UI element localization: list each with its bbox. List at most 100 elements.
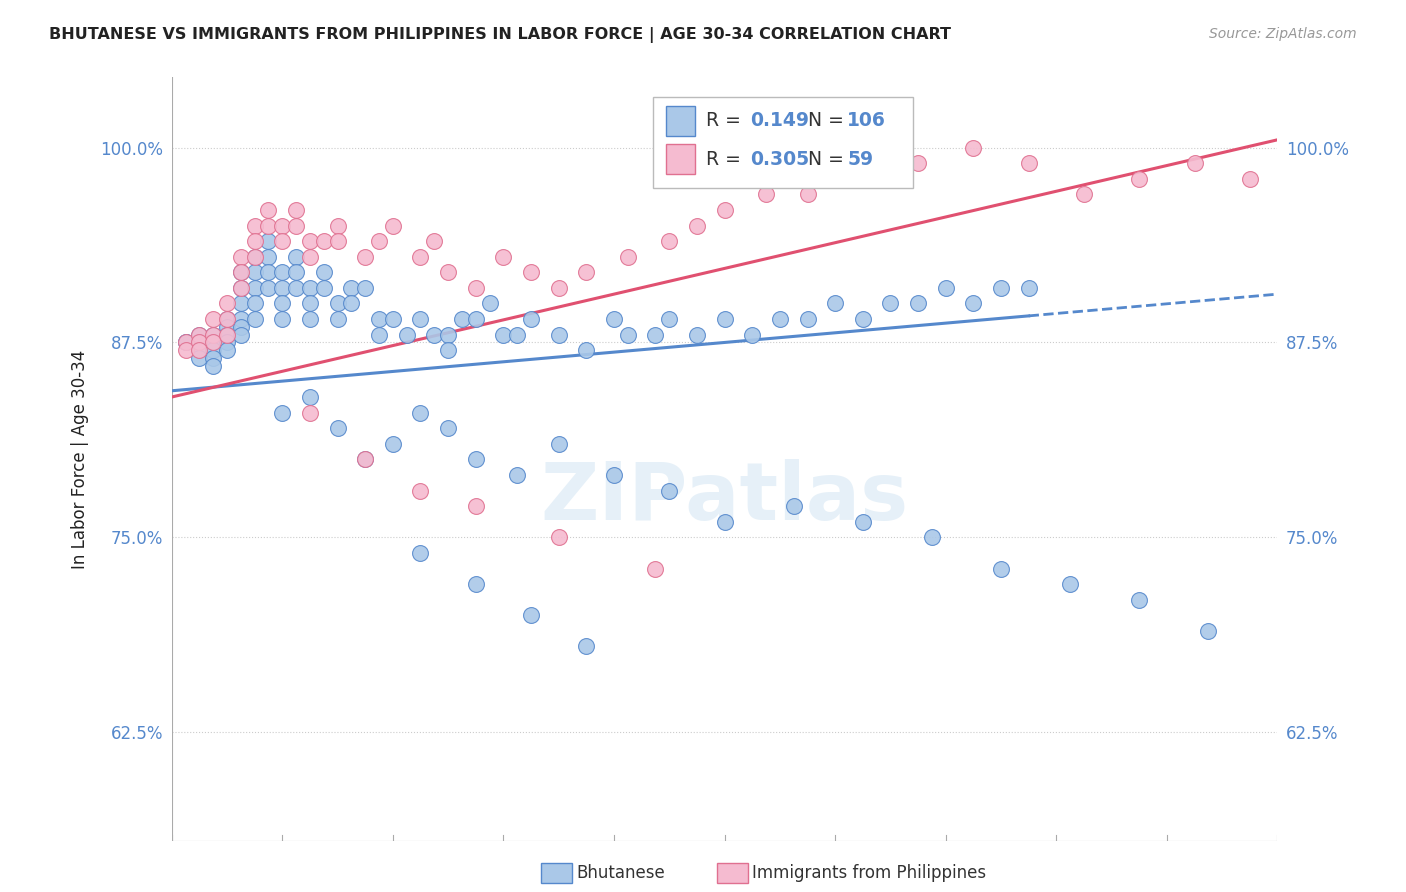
Point — [852, 171, 875, 186]
Point — [658, 483, 681, 498]
Point — [879, 296, 901, 310]
Point — [271, 312, 294, 326]
Point — [921, 530, 943, 544]
Point — [271, 219, 294, 233]
Point — [243, 250, 266, 264]
Point — [215, 319, 238, 334]
Text: Bhutanese: Bhutanese — [576, 864, 665, 882]
Point — [451, 312, 474, 326]
Text: N =: N = — [796, 112, 845, 130]
Point — [243, 234, 266, 248]
Point — [547, 281, 569, 295]
Point — [285, 202, 308, 217]
Point — [409, 312, 432, 326]
Point — [215, 312, 238, 326]
Point — [174, 335, 197, 350]
Point — [340, 281, 363, 295]
Point — [962, 296, 984, 310]
Point — [229, 281, 252, 295]
Point — [520, 265, 543, 279]
Point — [188, 343, 211, 358]
Point — [437, 327, 460, 342]
Point — [215, 296, 238, 310]
Point — [990, 281, 1012, 295]
Point — [658, 312, 681, 326]
Point — [229, 250, 252, 264]
Point — [188, 335, 211, 350]
Point — [1018, 156, 1040, 170]
Point — [437, 343, 460, 358]
Point — [423, 234, 446, 248]
Bar — [666, 144, 695, 175]
Point — [741, 327, 763, 342]
Point — [188, 351, 211, 365]
Point — [852, 312, 875, 326]
Point — [492, 327, 515, 342]
Text: Immigrants from Philippines: Immigrants from Philippines — [752, 864, 987, 882]
Point — [381, 437, 404, 451]
Point — [354, 452, 377, 467]
Point — [174, 335, 197, 350]
Point — [575, 265, 598, 279]
Point — [243, 250, 266, 264]
Point — [437, 421, 460, 435]
Point — [381, 312, 404, 326]
Point — [1128, 592, 1150, 607]
Point — [755, 187, 778, 202]
Point — [229, 312, 252, 326]
Point — [229, 265, 252, 279]
Point — [243, 219, 266, 233]
Point — [271, 281, 294, 295]
Text: 59: 59 — [848, 150, 873, 169]
Point — [188, 343, 211, 358]
Point — [229, 319, 252, 334]
Point — [257, 250, 280, 264]
Point — [215, 327, 238, 342]
Point — [464, 577, 486, 591]
Point — [713, 515, 735, 529]
Point — [202, 312, 225, 326]
Point — [215, 327, 238, 342]
Point — [285, 265, 308, 279]
Point — [243, 265, 266, 279]
Point — [464, 312, 486, 326]
Point — [437, 265, 460, 279]
Point — [464, 452, 486, 467]
Point — [368, 234, 391, 248]
Text: Source: ZipAtlas.com: Source: ZipAtlas.com — [1209, 27, 1357, 41]
Point — [547, 437, 569, 451]
Point — [506, 327, 529, 342]
Point — [298, 250, 321, 264]
Point — [769, 312, 792, 326]
Point — [713, 202, 735, 217]
Point — [617, 327, 640, 342]
Point — [935, 281, 957, 295]
Point — [202, 359, 225, 373]
Point — [1197, 624, 1219, 638]
Point — [257, 202, 280, 217]
Point — [312, 234, 335, 248]
Point — [478, 296, 501, 310]
Bar — [652, 96, 912, 188]
Point — [907, 296, 929, 310]
Point — [202, 335, 225, 350]
Text: N =: N = — [796, 150, 845, 169]
Point — [395, 327, 418, 342]
Point — [990, 561, 1012, 575]
Point — [229, 296, 252, 310]
Point — [298, 234, 321, 248]
Point — [174, 335, 197, 350]
Point — [271, 265, 294, 279]
Point — [506, 467, 529, 482]
Point — [686, 219, 709, 233]
Point — [285, 219, 308, 233]
Point — [423, 327, 446, 342]
Point — [1184, 156, 1206, 170]
Point — [326, 296, 349, 310]
Point — [257, 219, 280, 233]
Point — [298, 281, 321, 295]
Point — [1128, 171, 1150, 186]
Point — [243, 281, 266, 295]
Point — [1239, 171, 1261, 186]
Point — [257, 281, 280, 295]
